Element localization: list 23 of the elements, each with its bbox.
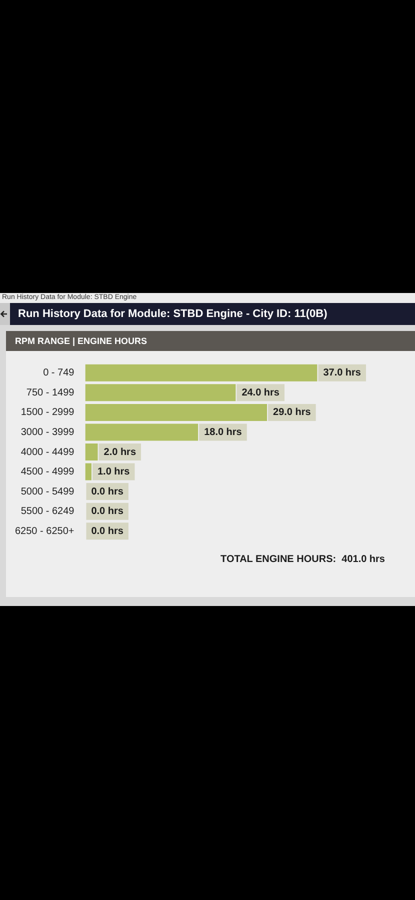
y-tick-label: 3000 - 3999: [20, 426, 75, 438]
chart-subtitle: RPM RANGE | ENGINE HOURS: [6, 331, 415, 351]
y-tick-label: 5500 - 6249: [20, 506, 75, 518]
data-label: 2.0 hrs: [104, 446, 136, 458]
bar: [85, 443, 98, 461]
chart-title: Run History Data for Module: STBD Engine - City ID: 11(0B): [18, 308, 328, 320]
data-label: 0.0 hrs: [91, 526, 124, 537]
y-tick-label: 1500 - 2999: [20, 407, 75, 418]
y-tick-label: 4000 - 4499: [20, 446, 75, 458]
data-label: 0.0 hrs: [91, 506, 124, 518]
data-label: 0.0 hrs: [91, 486, 124, 498]
data-label: 24.0 hrs: [242, 387, 280, 398]
text: TOTAL ENGINE HOURS: 401.0 hrs: [220, 554, 386, 565]
data-label: 37.0 hrs: [323, 368, 362, 379]
bar: [85, 463, 92, 480]
y-tick-label: 4500 - 4999: [20, 466, 75, 478]
data-label: 1.0 hrs: [97, 466, 130, 478]
y-tick-label: 5000 - 5499: [20, 486, 75, 498]
y-tick-label: 750 - 1499: [26, 387, 75, 398]
data-label: 18.0 hrs: [204, 426, 242, 438]
data-label: 29.0 hrs: [273, 407, 312, 418]
y-tick-label: 0 - 749: [43, 368, 75, 379]
y-tick-label: 6250 - 6250+: [15, 526, 74, 537]
